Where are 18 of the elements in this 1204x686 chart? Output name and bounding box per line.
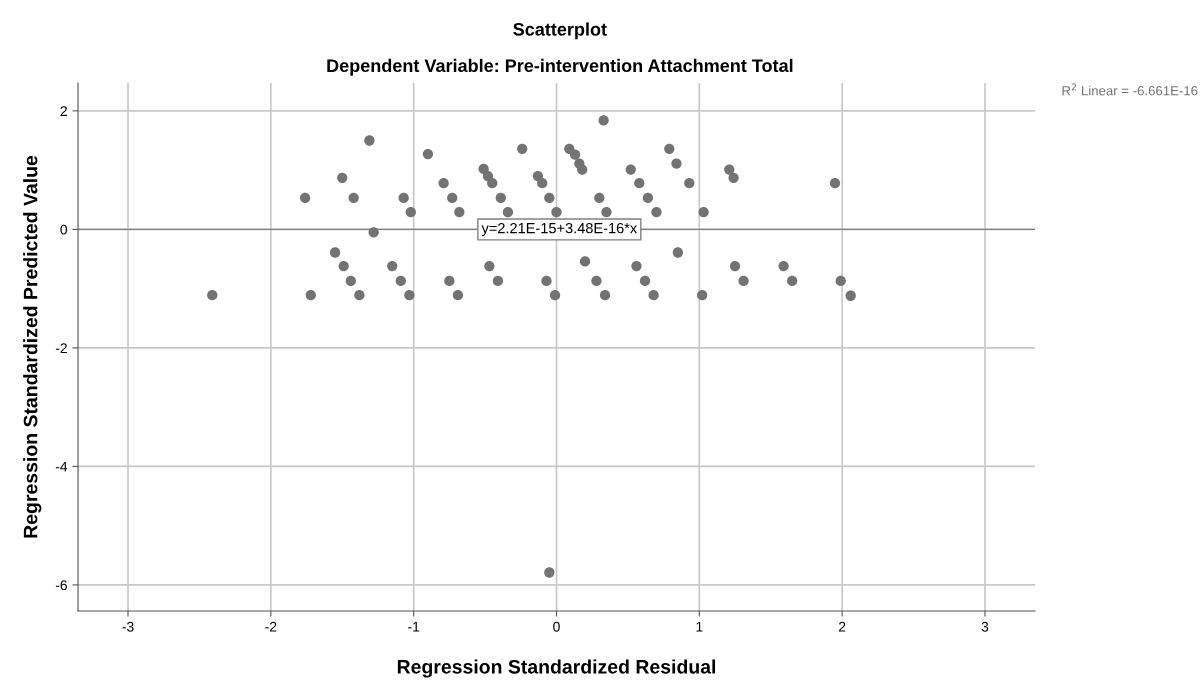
x-tick-label: -2 (265, 621, 277, 632)
x-tick-label: -1 (408, 621, 420, 632)
y-tick-label: -4 (55, 461, 68, 472)
x-tick-label: 3 (981, 621, 989, 632)
y-tick-label: -2 (55, 343, 67, 353)
x-tick-label: -3 (122, 621, 134, 632)
chart-subtitle: Dependent Variable: Pre-intervention Attachment Total (327, 58, 793, 76)
x-tick-label: 2 (838, 621, 846, 632)
y-axis-title: Regression Standardized Predicted Value (23, 155, 42, 538)
chart-title: Scatterplot (513, 22, 607, 40)
annotation: y=2.21E-15+3.48E-16*x (481, 222, 638, 237)
y-tick-label: 2 (60, 106, 67, 116)
text: R$^{2}$ Linear = -6.661E-16 (1062, 83, 1198, 96)
x-axis-title: Regression Standardized Residual (397, 659, 716, 678)
x-tick-label: 1 (696, 621, 703, 632)
y-tick-label: 0 (60, 224, 68, 235)
x-tick-label: 0 (553, 621, 560, 632)
y-tick-label: -6 (55, 580, 67, 591)
